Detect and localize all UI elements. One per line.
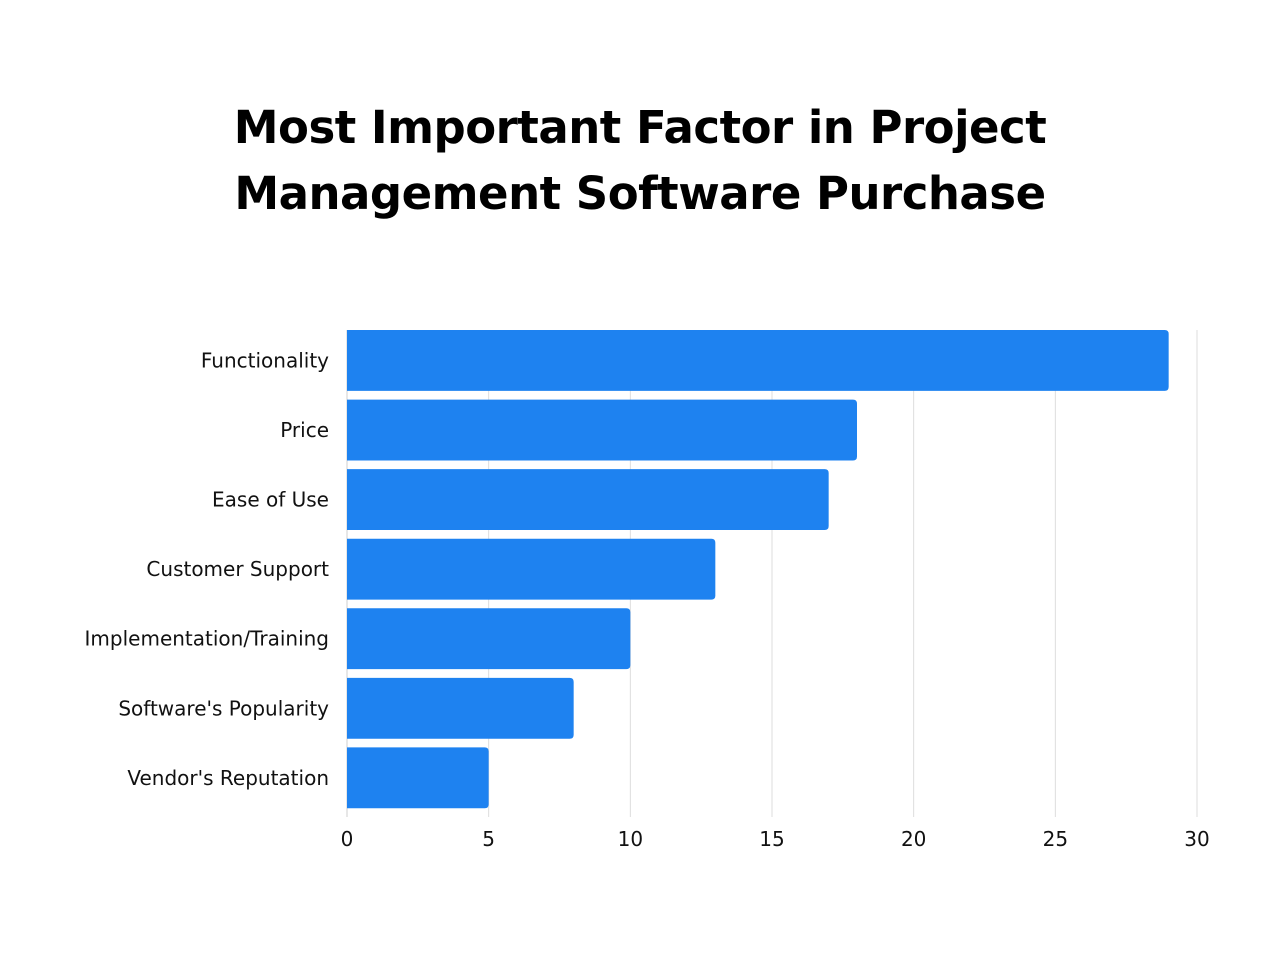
category-label: Vendor's Reputation [127, 766, 329, 790]
chart-title-line-2: Management Software Purchase [234, 167, 1046, 220]
x-tick-label: 10 [618, 827, 643, 851]
x-tick-label: 5 [482, 827, 495, 851]
category-label: Ease of Use [212, 488, 329, 512]
bar [347, 399, 857, 461]
chart-title: Most Important Factor in Project Managem… [0, 95, 1280, 227]
bar [347, 538, 716, 600]
x-tick-label: 0 [341, 827, 354, 851]
bar [347, 469, 829, 531]
bar [347, 677, 574, 739]
category-label: Functionality [201, 348, 329, 372]
category-label: Implementation/Training [85, 627, 329, 651]
category-label: Software's Popularity [118, 696, 329, 720]
x-tick-label: 20 [901, 827, 926, 851]
x-tick-labels: 0 5 10 15 20 25 30 [341, 827, 1210, 851]
category-labels: Functionality Price Ease of Use Customer Su… [85, 348, 330, 789]
chart-title-line-1: Most Important Factor in Project [233, 101, 1047, 154]
bar [347, 608, 631, 670]
category-label: Price [280, 418, 329, 442]
x-tick-label: 25 [1043, 827, 1068, 851]
bars [347, 330, 1169, 809]
category-label: Customer Support [146, 557, 329, 581]
x-tick-label: 15 [759, 827, 784, 851]
bar [347, 330, 1169, 391]
x-tick-label: 30 [1184, 827, 1209, 851]
bar [347, 747, 489, 809]
